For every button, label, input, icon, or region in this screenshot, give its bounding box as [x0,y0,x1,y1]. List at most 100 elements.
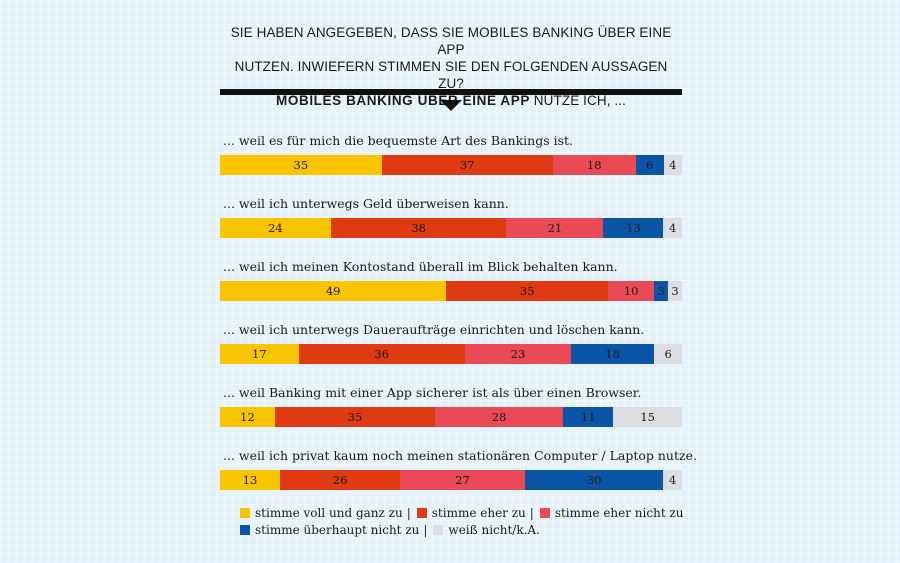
data-label: 18 [605,347,620,361]
data-label: 3 [657,284,665,298]
data-label: 38 [411,221,426,235]
title-line-3: MOBILES BANKING ÜBER EINE APP NUTZE ICH,… [220,92,682,109]
bar-segment: 21 [506,218,604,238]
data-label: 49 [325,284,341,298]
bar-segment: 15 [613,407,682,427]
bar-segment: 23 [464,344,572,364]
bar-segment: 6 [635,155,664,175]
bar-segment: 6 [654,344,682,364]
legend-label: stimme überhaupt nicht zu [255,522,420,537]
bar-segment: 3 [668,281,682,301]
chart-title: SIE HABEN ANGEGEBEN, DASS SIE MOBILES BA… [220,24,682,109]
stacked-bar: 49 35 10 3 3 [220,281,682,301]
legend-label: stimme eher zu [431,505,526,520]
title-rule [220,89,682,95]
bar-segment: 35 [446,281,609,301]
legend-swatch [416,507,427,518]
title-line-3-bold: MOBILES BANKING ÜBER EINE APP [276,93,530,108]
legend-separator: | [406,505,411,520]
bar-segment: 27 [400,470,525,490]
data-label: 37 [459,158,475,172]
bar-segment: 18 [571,344,655,364]
data-label: 4 [669,221,677,235]
stacked-bar: 13 26 27 30 4 [220,470,682,490]
data-label: 23 [510,347,526,361]
stacked-bar: 35 37 18 6 4 [220,155,682,175]
data-label: 36 [374,347,389,361]
down-arrow-icon [440,100,462,111]
bar-segment: 18 [552,155,636,175]
data-label: 11 [580,410,596,424]
data-label: 30 [586,473,602,487]
title-line-1: SIE HABEN ANGEGEBEN, DASS SIE MOBILES BA… [230,25,672,57]
bar-segment: 10 [608,281,655,301]
bar-segment: 24 [220,218,331,238]
bar-segment: 28 [434,407,564,427]
legend-separator: | [423,522,428,537]
bar-segment: 11 [563,407,614,427]
question-label: ... weil ich privat kaum noch meinen sta… [223,448,697,463]
stacked-bar: 24 38 21 13 4 [220,218,682,238]
bar-segment: 4 [663,470,682,490]
legend-item: stimme voll und ganz zu [240,506,403,520]
legend-item: stimme überhaupt nicht zu [240,523,419,537]
data-label: 10 [623,284,639,298]
title-line-2: NUTZEN. INWIEFERN STIMMEN SIE DEN FOLGEN… [234,59,668,91]
legend-item: stimme eher zu [416,505,526,520]
data-label: 27 [455,473,470,487]
legend-label: stimme eher nicht zu [554,505,684,520]
question-label: ... weil es für mich die bequemste Art d… [223,133,574,148]
legend-line-1: stimme voll und ganz zu | stimme eher zu… [220,504,690,521]
bar-segment: 37 [381,155,553,175]
data-label: 35 [519,284,535,298]
legend-swatch [240,524,250,535]
question-label: ... weil ich unterwegs Daueraufträge ein… [223,322,645,337]
data-label: 26 [332,473,348,487]
bar-segment: 13 [603,218,664,238]
data-label: 35 [347,410,363,424]
data-label: 6 [645,158,654,172]
data-label: 28 [491,410,507,424]
bar-segment: 13 [220,470,281,490]
data-label: 13 [626,221,641,235]
data-label: 3 [671,284,679,298]
bar-segment: 30 [524,470,664,490]
legend-swatch [433,524,444,535]
legend-label: stimme voll und ganz zu [255,505,403,520]
bar-segment: 3 [654,281,669,301]
legend-label: weiß nicht/k.A. [448,522,540,537]
question-label: ... weil Banking mit einer App sicherer … [223,385,642,400]
data-label: 17 [251,347,267,361]
legend-item: weiß nicht/k.A. [433,523,540,537]
data-label: 12 [240,410,255,424]
bar-segment: 4 [663,155,682,175]
legend-swatch [240,507,250,518]
bar-segment: 49 [220,281,447,301]
bar-segment: 36 [298,344,465,364]
title-line-3-rest: NUTZE ICH, ... [529,93,626,108]
bar-segment: 4 [663,218,682,238]
data-label: 21 [547,221,563,235]
stacked-bar: 17 36 23 18 6 [220,344,682,364]
legend-line-2: stimme überhaupt nicht zu | weiß nicht/k… [220,521,690,538]
data-label: 35 [293,158,309,172]
question-label: ... weil ich unterwegs Geld überweisen k… [223,196,509,211]
data-label: 15 [640,410,655,424]
legend-swatch [539,507,550,518]
data-label: 6 [664,347,672,361]
data-label: 24 [268,221,283,235]
bar-segment: 17 [220,344,299,364]
data-label: 13 [242,473,258,487]
data-label: 4 [669,473,677,487]
bar-segment: 26 [280,470,401,490]
bar-segment: 12 [220,407,275,427]
legend-separator: | [529,505,534,520]
data-label: 18 [586,158,602,172]
legend-item: stimme eher nicht zu [539,505,684,520]
bar-segment: 35 [220,155,382,175]
data-label: 4 [669,158,677,172]
bar-segment: 35 [274,407,435,427]
question-label: ... weil ich meinen Kontostand überall i… [223,259,618,274]
stacked-bar: 12 35 28 11 15 [220,407,682,427]
